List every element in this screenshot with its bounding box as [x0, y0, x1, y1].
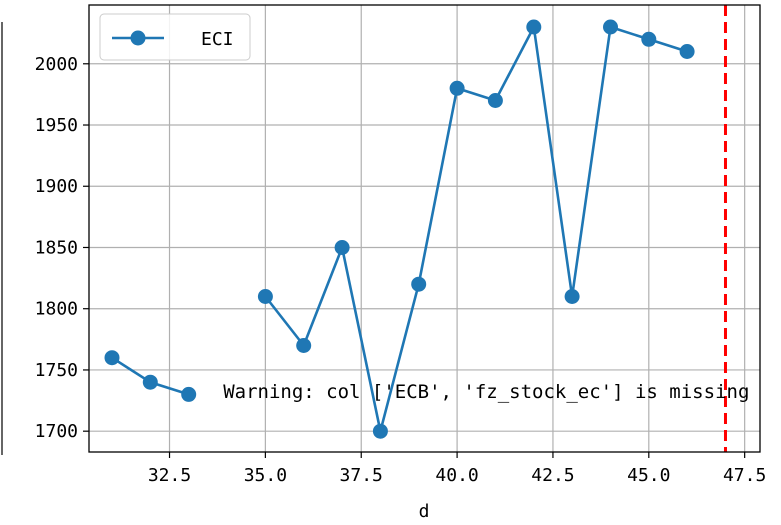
x-axis: 32.5 35.0 37.5 40.0 42.5 45.0 47.5 — [148, 452, 766, 486]
y-tick-label: 1750 — [35, 360, 78, 381]
data-point-eci — [257, 289, 273, 304]
y-axis: 1700 1750 1800 1850 1900 1950 2000 — [35, 54, 89, 442]
legend-marker-eci — [130, 30, 146, 46]
data-point-eci — [679, 44, 695, 59]
grid-lines — [89, 5, 760, 452]
plot-area — [104, 5, 727, 452]
y-tick-label: 2000 — [35, 54, 78, 75]
x-tick-label: 42.5 — [531, 465, 574, 486]
y-tick-label: 1700 — [35, 421, 78, 442]
data-point-eci — [411, 276, 427, 292]
x-tick-label: 35.0 — [244, 465, 287, 486]
x-tick-label: 32.5 — [148, 465, 191, 486]
legend-label-eci: ECI — [201, 29, 234, 50]
y-tick-label: 1800 — [35, 299, 78, 320]
data-point-eci — [487, 93, 503, 108]
x-tick-label: 37.5 — [340, 465, 383, 486]
axes-frame — [88, 4, 761, 453]
y-tick-label: 1950 — [35, 115, 78, 136]
data-point-eci — [181, 386, 197, 402]
x-tick-label: 45.0 — [627, 465, 670, 486]
data-point-eci — [526, 19, 542, 35]
data-point-eci — [603, 19, 618, 35]
data-point-eci — [641, 31, 657, 47]
y-tick-label: 1900 — [35, 176, 78, 197]
data-point-eci — [104, 350, 120, 366]
data-point-eci — [449, 80, 465, 96]
x-axis-title: d — [419, 501, 430, 522]
data-point-eci — [372, 423, 388, 439]
series-line-eci — [264, 25, 688, 433]
y-tick-label: 1850 — [35, 237, 78, 258]
x-tick-label: 40.0 — [435, 465, 478, 486]
data-point-eci — [142, 374, 158, 390]
data-point-eci — [334, 240, 350, 255]
legend-box — [99, 13, 251, 61]
x-tick-label: 47.5 — [723, 465, 766, 486]
warning-annotation: Warning: col ['ECB', 'fz_stock_ec'] is m… — [223, 381, 749, 403]
data-point-eci — [296, 338, 312, 353]
data-point-eci — [564, 289, 580, 304]
legend: ECI — [99, 13, 251, 61]
